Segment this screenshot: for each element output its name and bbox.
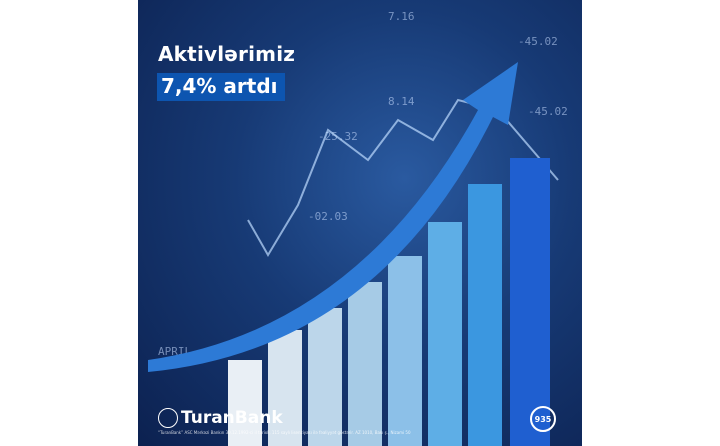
brand-name: TuranBank <box>181 408 283 428</box>
promo-banner: 7.16 -45.02 8.14 -25.32 -02.03 -45.02 AP… <box>138 0 582 446</box>
growth-graphic <box>148 62 559 446</box>
decorative-ticker: 7.16 <box>388 10 415 23</box>
growth-arrow <box>148 62 518 372</box>
hotline-number: 935 <box>534 414 552 424</box>
decorative-ticker: -02.03 <box>308 210 348 223</box>
decorative-ticker: 8.14 <box>388 95 415 108</box>
legal-text: “TuranBank” ASC Mərkəzi Bankın 30.12.199… <box>158 430 411 435</box>
brand-logo: TuranBank <box>158 408 283 428</box>
decorative-ticker: -45.02 <box>528 105 568 118</box>
headline: Aktivlərimiz <box>158 42 296 66</box>
decorative-ticker: -45.02 <box>518 35 558 48</box>
growth-bars <box>228 158 550 446</box>
turanbank-logo-icon <box>158 408 178 428</box>
subheadline: 7,4% artdı <box>157 73 285 101</box>
hotline-headset-icon: 935 <box>530 406 556 432</box>
